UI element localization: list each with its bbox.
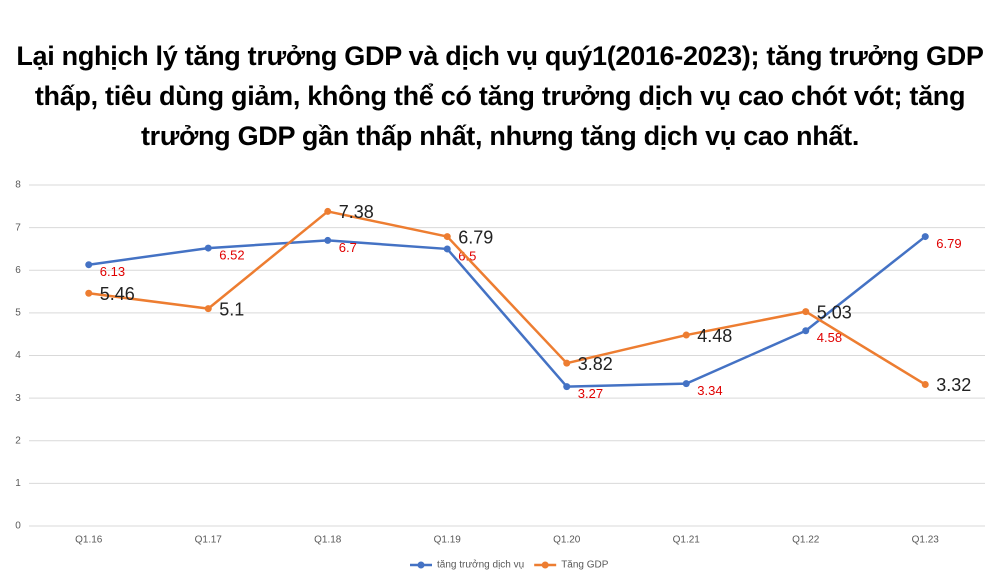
data-label: 6.79 [936, 236, 961, 251]
marker [204, 305, 212, 313]
marker [802, 308, 810, 316]
data-label: 5.03 [817, 302, 852, 322]
data-label: 6.52 [219, 248, 244, 263]
x-tick-label: Q1.20 [553, 535, 581, 546]
x-tick-label: Q1.17 [195, 535, 223, 546]
y-tick-label: 1 [15, 478, 21, 489]
x-tick-label: Q1.21 [673, 535, 701, 546]
data-label: 3.27 [578, 386, 603, 401]
x-tick-label: Q1.22 [792, 535, 820, 546]
legend-label: Tăng GDP [561, 560, 609, 571]
y-tick-label: 2 [15, 435, 21, 446]
y-tick-label: 7 [15, 222, 21, 233]
marker [802, 327, 810, 335]
y-tick-label: 6 [15, 265, 21, 276]
series-line [88, 210, 926, 386]
legend-marker [541, 561, 549, 569]
series-line [88, 235, 927, 388]
x-tick-label: Q1.18 [314, 535, 342, 546]
y-tick-label: 3 [15, 393, 21, 404]
marker [85, 261, 93, 269]
x-tick-label: Q1.19 [434, 535, 462, 546]
marker [443, 245, 451, 253]
data-label: 6.13 [100, 264, 125, 279]
y-tick-label: 4 [15, 350, 21, 361]
y-tick-label: 8 [15, 180, 21, 191]
data-label: 3.34 [697, 383, 722, 398]
marker [921, 233, 929, 241]
x-tick-label: Q1.16 [75, 535, 103, 546]
marker [921, 380, 929, 388]
data-label: 3.32 [936, 375, 971, 395]
data-label: 7.38 [339, 202, 374, 222]
legend-label: tăng trưởng dịch vụ [437, 559, 524, 571]
marker [204, 244, 212, 252]
marker [85, 289, 93, 297]
marker [682, 380, 690, 388]
data-label: 5.46 [100, 284, 135, 304]
marker [324, 207, 332, 215]
marker [682, 331, 690, 339]
chart-title: Lại nghịch lý tăng trưởng GDP và dịch vụ… [16, 41, 984, 151]
data-label: 4.48 [697, 326, 732, 346]
y-tick-label: 0 [15, 521, 21, 532]
marker [563, 359, 571, 367]
data-label: 4.58 [817, 330, 842, 345]
marker [563, 383, 571, 391]
y-tick-label: 5 [15, 308, 21, 319]
legend-marker [417, 561, 425, 569]
data-label: 6.79 [458, 227, 493, 247]
marker [443, 233, 451, 241]
marker [324, 236, 332, 244]
data-label: 3.82 [578, 354, 613, 374]
data-label: 6.7 [339, 240, 357, 255]
x-tick-label: Q1.23 [912, 535, 940, 546]
data-label: 5.1 [219, 299, 244, 319]
